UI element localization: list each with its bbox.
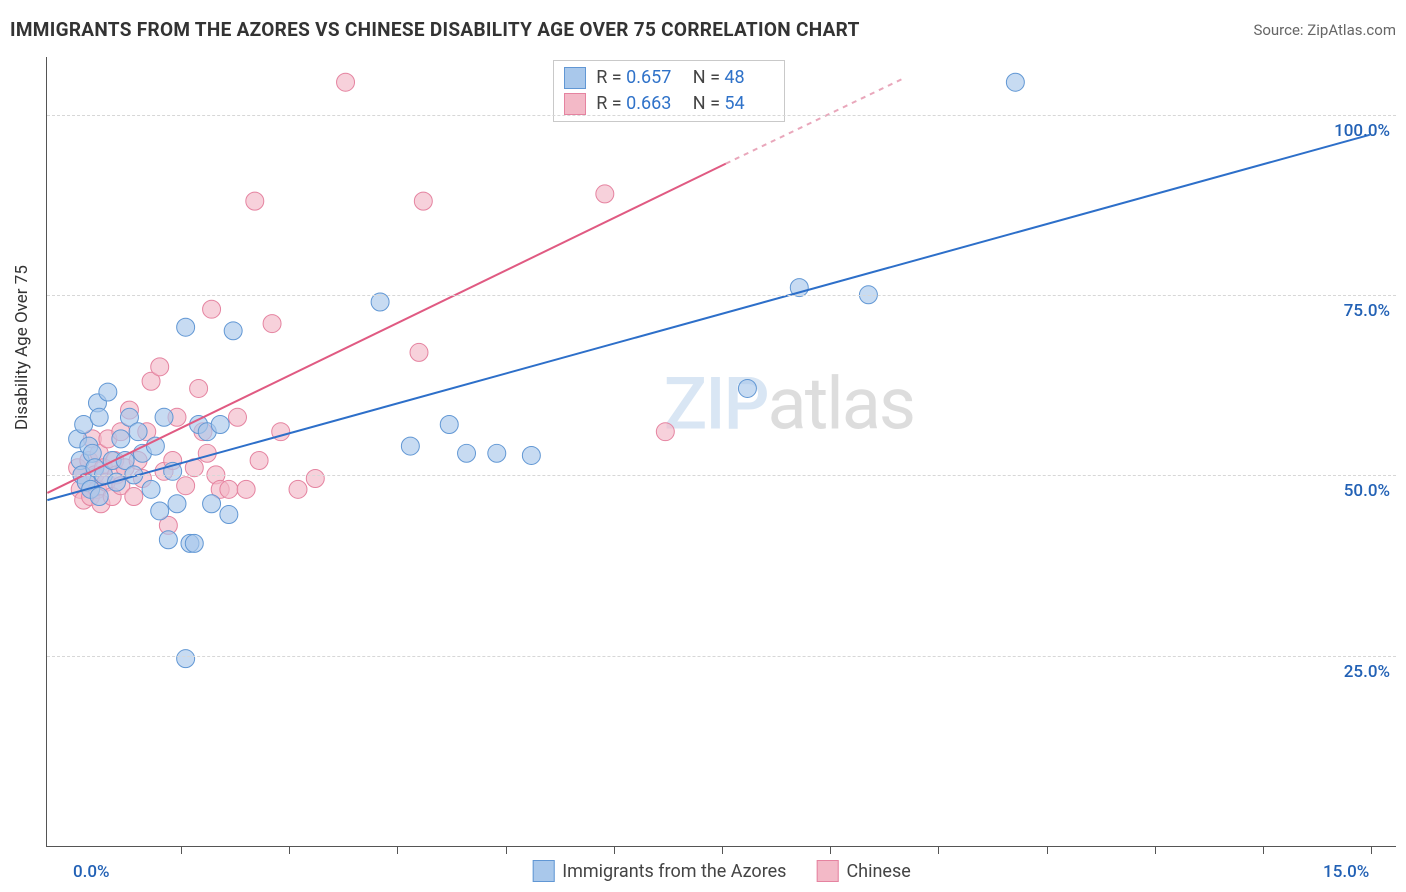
trend-line: [47, 135, 1369, 500]
data-point: [90, 488, 108, 506]
gridline-h: [47, 656, 1396, 657]
data-point: [337, 73, 355, 91]
data-point: [306, 470, 324, 488]
series-legend-item: Chinese: [816, 860, 910, 882]
x-tick: [1371, 846, 1372, 854]
legend-swatch: [564, 67, 586, 89]
y-axis-title: Disability Age Over 75: [12, 265, 32, 430]
data-point: [1006, 73, 1024, 91]
series-legend-item: Immigrants from the Azores: [532, 860, 786, 882]
legend-swatch: [532, 860, 554, 882]
data-point: [237, 480, 255, 498]
data-point: [185, 534, 203, 552]
series-legend: Immigrants from the Azores Chinese: [532, 860, 911, 882]
data-point: [168, 495, 186, 513]
data-point: [440, 415, 458, 433]
y-tick-label: 75.0%: [1344, 301, 1390, 321]
data-point: [190, 379, 208, 397]
legend-stat: R = 0.663 N = 54: [596, 91, 744, 117]
source-name: ZipAtlas.com: [1307, 21, 1396, 39]
data-point: [220, 480, 238, 498]
x-tick: [506, 846, 507, 854]
chart-svg: [47, 57, 1396, 846]
chart-title: IMMIGRANTS FROM THE AZORES VS CHINESE DI…: [10, 18, 860, 41]
x-tick: [289, 846, 290, 854]
series-legend-label: Immigrants from the Azores: [562, 861, 786, 882]
x-tick: [1047, 846, 1048, 854]
data-point: [177, 318, 195, 336]
trend-line: [47, 164, 725, 493]
x-tick: [181, 846, 182, 854]
data-point: [458, 444, 476, 462]
source-attribution: Source: ZipAtlas.com: [1253, 21, 1396, 39]
data-point: [596, 185, 614, 203]
data-point: [155, 408, 173, 426]
data-point: [203, 495, 221, 513]
x-tick: [614, 846, 615, 854]
data-point: [289, 480, 307, 498]
x-tick: [722, 846, 723, 854]
data-point: [142, 480, 160, 498]
x-tick: [1263, 846, 1264, 854]
data-point: [738, 379, 756, 397]
data-point: [224, 322, 242, 340]
data-point: [159, 531, 177, 549]
legend-row: R = 0.657 N = 48: [564, 65, 774, 91]
correlation-legend: R = 0.657 N = 48R = 0.663 N = 54: [553, 60, 785, 122]
legend-swatch: [564, 93, 586, 115]
gridline-h: [47, 475, 1396, 476]
data-point: [250, 452, 268, 470]
gridline-h: [47, 115, 1396, 116]
data-point: [151, 502, 169, 520]
data-point: [656, 423, 674, 441]
data-point: [125, 488, 143, 506]
data-point: [177, 650, 195, 668]
data-point: [129, 423, 147, 441]
plot-area: ZIPatlas R = 0.657 N = 48R = 0.663 N = 5…: [46, 57, 1396, 847]
data-point: [246, 192, 264, 210]
source-prefix: Source:: [1253, 21, 1307, 39]
data-point: [90, 408, 108, 426]
x-tick: [397, 846, 398, 854]
series-legend-label: Chinese: [846, 861, 910, 882]
x-tick: [830, 846, 831, 854]
title-bar: IMMIGRANTS FROM THE AZORES VS CHINESE DI…: [10, 18, 1396, 41]
data-point: [99, 383, 117, 401]
legend-stat: R = 0.657 N = 48: [596, 65, 744, 91]
data-point: [522, 446, 540, 464]
legend-swatch: [816, 860, 838, 882]
gridline-h: [47, 295, 1396, 296]
x-tick: [938, 846, 939, 854]
data-point: [263, 315, 281, 333]
data-point: [401, 437, 419, 455]
y-tick-label: 25.0%: [1344, 662, 1390, 682]
data-point: [177, 477, 195, 495]
data-point: [488, 444, 506, 462]
data-point: [151, 358, 169, 376]
data-point: [414, 192, 432, 210]
data-point: [112, 430, 130, 448]
legend-row: R = 0.663 N = 54: [564, 91, 774, 117]
x-tick: [1155, 846, 1156, 854]
x-tick-label: 0.0%: [73, 862, 110, 882]
data-point: [229, 408, 247, 426]
y-tick-label: 100.0%: [1334, 121, 1390, 141]
data-point: [211, 415, 229, 433]
data-point: [220, 506, 238, 524]
y-tick-label: 50.0%: [1344, 481, 1390, 501]
data-point: [410, 343, 428, 361]
data-point: [203, 300, 221, 318]
x-tick-label: 15.0%: [1323, 862, 1369, 882]
